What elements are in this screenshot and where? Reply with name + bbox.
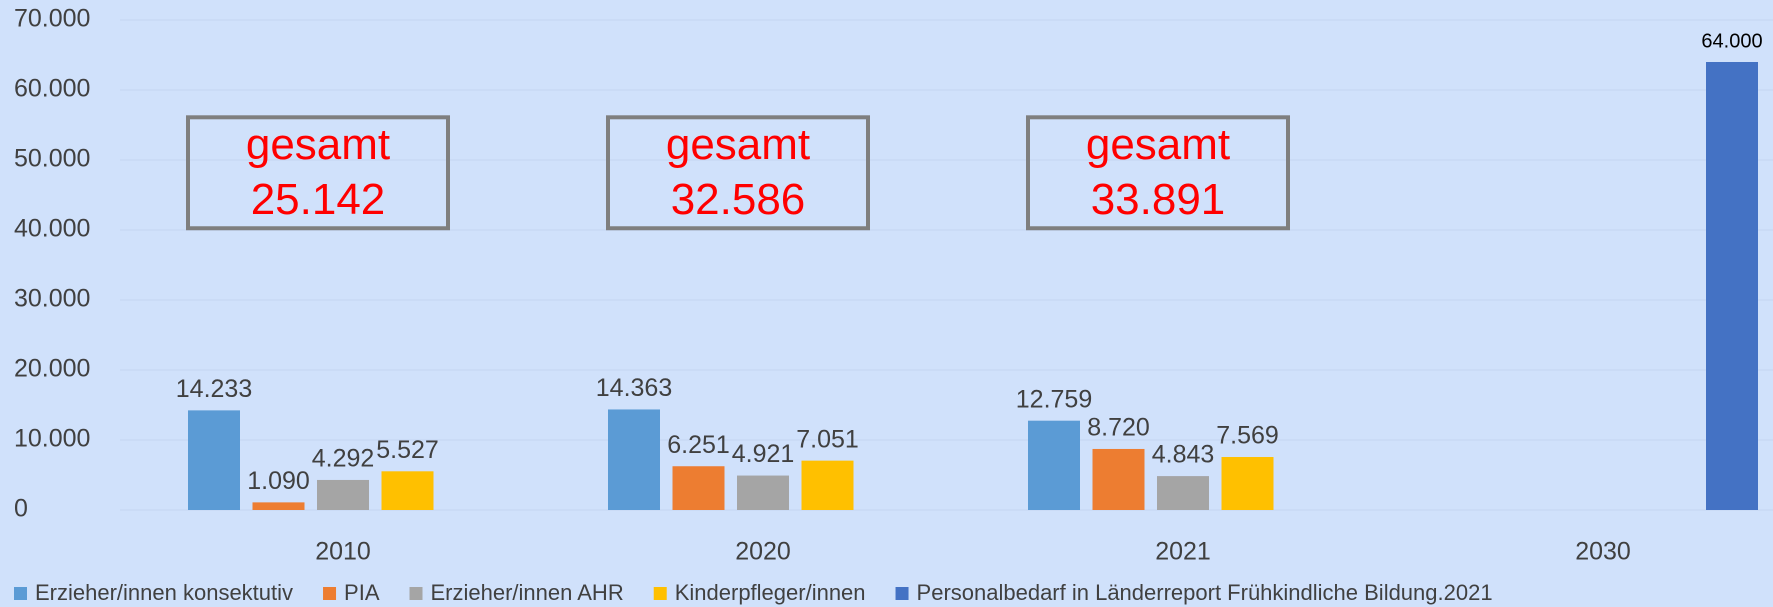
data-label: 5.527	[376, 436, 439, 464]
legend-swatch	[323, 587, 337, 600]
data-label: 64.000	[1701, 30, 1762, 52]
legend-swatch	[14, 587, 27, 600]
bar	[1028, 420, 1080, 510]
legend-label: Personalbedarf in Länderreport Frühkindl…	[917, 580, 1493, 605]
y-tick-label: 60.000	[14, 75, 90, 103]
annotation-text: gesamt	[666, 120, 810, 169]
data-label: 1.090	[247, 467, 310, 495]
x-tick-label: 2020	[735, 538, 791, 566]
x-tick-label: 2021	[1155, 538, 1211, 566]
data-label: 8.720	[1087, 414, 1150, 442]
bar	[1221, 457, 1274, 510]
bar	[1706, 62, 1758, 510]
bar	[188, 410, 240, 510]
data-label: 12.759	[1016, 385, 1092, 413]
annotation-text: gesamt	[246, 120, 390, 169]
bar	[1092, 448, 1145, 510]
legend-label: Kinderpfleger/innen	[675, 580, 866, 605]
bar	[737, 475, 789, 510]
x-tick-label: 2010	[315, 538, 371, 566]
data-label: 14.363	[596, 374, 672, 402]
annotation-text: gesamt	[1086, 120, 1230, 169]
bar	[1157, 476, 1209, 510]
legend-label: PIA	[344, 580, 380, 605]
data-label: 4.292	[312, 445, 375, 473]
legend-label: Erzieher/innen AHR	[431, 580, 624, 605]
data-label: 7.569	[1216, 422, 1279, 450]
legend-swatch	[653, 587, 667, 600]
bar	[252, 502, 305, 510]
legend-swatch	[409, 587, 423, 600]
bar	[801, 460, 854, 510]
x-tick-label: 2030	[1575, 538, 1631, 566]
annotation-text: 33.891	[1091, 175, 1226, 224]
annotation-box	[1026, 115, 1290, 231]
annotation-text: 25.142	[251, 175, 386, 224]
annotation-box	[186, 115, 450, 231]
y-tick-label: 10.000	[14, 425, 90, 453]
legend-swatch	[895, 587, 909, 600]
y-tick-label: 50.000	[14, 145, 90, 173]
data-label: 6.251	[667, 431, 730, 459]
bar	[317, 479, 369, 510]
bar	[381, 471, 434, 510]
y-tick-label: 70.000	[14, 5, 90, 33]
data-label: 14.233	[176, 375, 252, 403]
y-tick-label: 40.000	[14, 215, 90, 243]
data-label: 4.843	[1152, 441, 1215, 469]
bar	[608, 409, 660, 510]
annotation-text: 32.586	[671, 175, 806, 224]
y-tick-label: 20.000	[14, 355, 90, 383]
y-tick-label: 0	[14, 495, 28, 523]
data-label: 7.051	[796, 425, 859, 453]
legend-label: Erzieher/innen konsektutiv	[35, 580, 293, 605]
annotation-box	[606, 115, 870, 231]
bar	[672, 466, 725, 510]
data-label: 4.921	[732, 440, 795, 468]
y-tick-label: 30.000	[14, 285, 90, 313]
